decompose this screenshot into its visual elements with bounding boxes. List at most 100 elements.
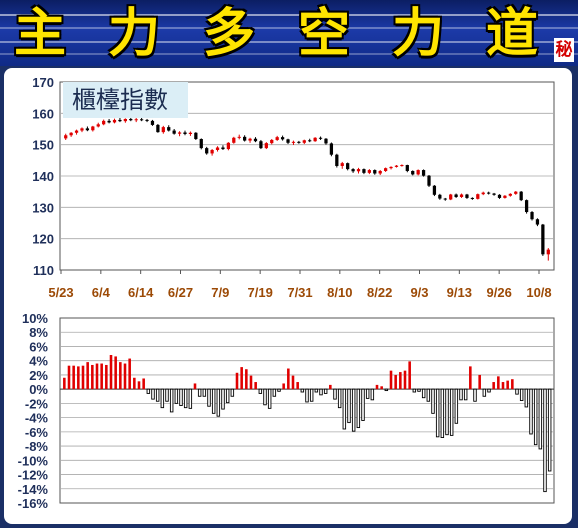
candle-body [465,194,469,198]
bar [216,388,221,417]
bar [370,388,375,401]
bar-y-tick-label: -12% [18,468,49,483]
candle-body [286,139,290,143]
candle-body [318,137,323,139]
bar [524,388,529,408]
candle-body [416,170,420,175]
bar [399,372,402,390]
candle-body [508,193,512,196]
candle-body [487,192,491,194]
bar [254,382,257,390]
bar [291,375,295,390]
bar [146,388,151,394]
candle-body [427,175,431,186]
candle-body [69,132,73,136]
bar [543,388,547,493]
bar [128,358,131,390]
candle-body [91,126,95,131]
candle-body [530,212,534,220]
candle-body [297,141,301,143]
bar [86,362,89,390]
bar [356,388,361,429]
candle-body [243,136,247,141]
candle-body [497,194,502,198]
candle-body [85,128,90,131]
candle-body [340,163,344,166]
bar [119,362,122,390]
bar [245,369,248,390]
bar [463,388,468,401]
bar [155,388,160,402]
candle-body [514,191,518,194]
candle-body [112,119,117,123]
candle-body [535,219,540,225]
banner-char: 道 [486,3,539,64]
candle-body [367,170,371,173]
bar [421,388,426,399]
bar [211,388,216,414]
candle-body [118,119,122,122]
bar [169,388,174,413]
bar-axes: 10%8%6%4%2%0%-2%-4%-6%-8%-10%-12%-14%-16… [18,311,49,511]
bar [361,388,365,421]
bar [151,388,155,400]
candle-body [129,118,133,121]
price-x-tick-label: 9/3 [410,285,428,300]
price-y-tick-label: 160 [32,106,54,121]
bar [333,388,337,400]
bar [305,388,309,403]
candle-body [346,163,350,170]
bar [309,388,314,402]
candle-body [405,165,409,171]
price-y-tick-label: 130 [32,200,54,215]
candle-body [476,194,480,199]
price-x-tick-label: 9/13 [447,285,472,300]
bar [95,363,99,390]
candle-body [123,118,127,122]
bar [478,374,481,390]
candle-body [492,193,496,195]
bar-bars [63,355,552,493]
bar [296,382,299,390]
candle-body [324,138,328,144]
chart-title-box [63,82,188,118]
candle-body [459,194,464,197]
candle-body [145,119,149,121]
bar [235,372,239,390]
bar [193,383,197,390]
candle-body [253,138,258,142]
bar [482,388,487,397]
bar [179,388,183,406]
bar [473,388,477,402]
price-y-tick-label: 110 [33,263,54,278]
candle-body [394,165,399,167]
bar-y-tick-label: -14% [18,482,49,497]
bar [403,370,407,390]
candle-body [150,120,155,125]
bar [389,370,393,390]
bar [91,364,94,390]
banner-char: 主 [14,3,67,64]
bar [435,388,440,438]
bar-y-tick-label: 10% [22,311,48,326]
candle-body [280,137,285,140]
candle-body [389,166,393,169]
candle-body [335,154,339,166]
bar [351,388,356,432]
bar-y-tick-label: 4% [29,354,48,369]
bar [445,388,449,436]
bar [225,388,230,404]
candle-body [378,170,382,174]
candle-body [221,147,225,150]
bar [511,379,514,390]
candle-body [74,130,79,133]
candle-body [194,132,198,140]
bar [417,388,421,392]
bar [533,388,538,446]
bar [319,388,323,396]
candle-body [421,170,426,176]
bar [375,384,379,390]
bar [63,377,66,390]
bar [109,355,113,390]
candle-body [302,140,306,143]
